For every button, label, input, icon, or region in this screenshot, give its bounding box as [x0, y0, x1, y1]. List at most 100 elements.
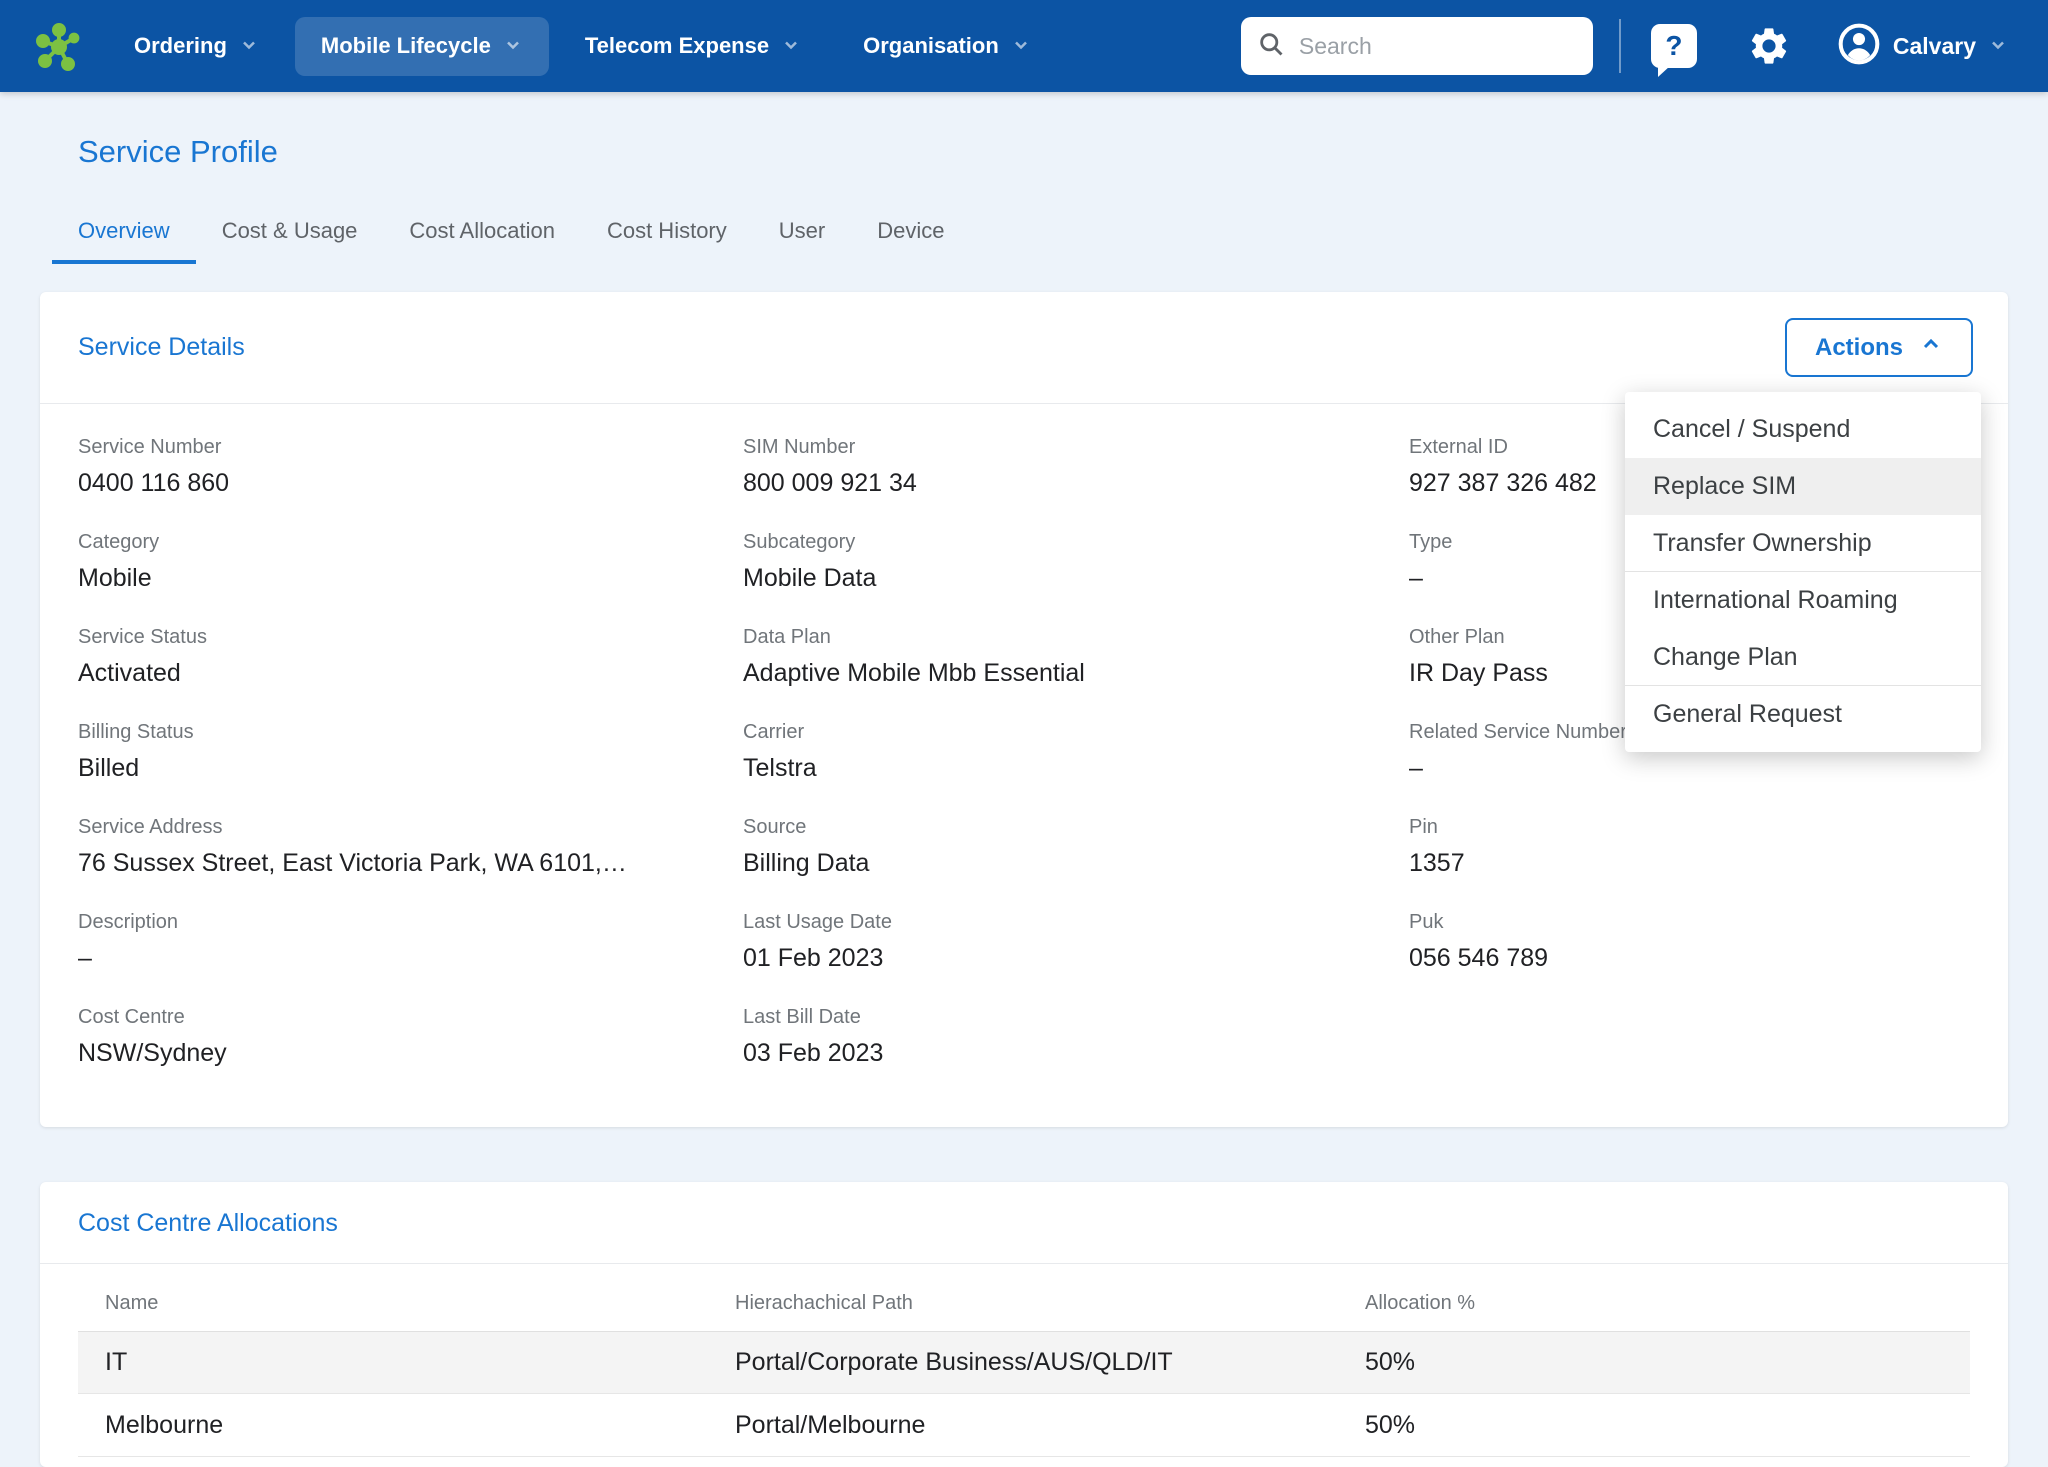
navbar-divider — [1619, 19, 1621, 73]
search-icon — [1257, 30, 1285, 63]
field-label: Last Bill Date — [743, 1006, 1409, 1029]
field-service-status: Service Status Activated — [78, 626, 743, 688]
field-value: Telstra — [743, 754, 1409, 783]
field-category: Category Mobile — [78, 531, 743, 593]
page-title: Service Profile — [78, 134, 2008, 170]
nav-item-label: Organisation — [863, 33, 999, 59]
field-value: 03 Feb 2023 — [743, 1039, 1409, 1068]
cost-centre-allocations-card: Cost Centre Allocations Name Hierachachi… — [40, 1182, 2008, 1467]
field-value: NSW/Sydney — [78, 1039, 743, 1068]
field-value: – — [78, 944, 743, 973]
main-content: Service Profile Overview Cost & Usage Co… — [0, 134, 2048, 1467]
field-label: SIM Number — [743, 436, 1409, 459]
service-details-heading: Service Details — [78, 333, 245, 362]
fields-column-1: Service Number 0400 116 860 Category Mob… — [78, 436, 743, 1101]
field-value: Mobile Data — [743, 564, 1409, 593]
tab-cost-usage[interactable]: Cost & Usage — [196, 204, 384, 264]
field-subcategory: Subcategory Mobile Data — [743, 531, 1409, 593]
field-label: Description — [78, 911, 743, 934]
column-header-allocation: Allocation % — [1365, 1292, 1970, 1315]
field-value: 1357 — [1409, 849, 1970, 878]
actions-dropdown-menu: Cancel / Suspend Replace SIM Transfer Ow… — [1625, 392, 1981, 752]
tab-cost-allocation[interactable]: Cost Allocation — [383, 204, 581, 264]
field-value: 76 Sussex Street, East Victoria Park, WA… — [78, 849, 743, 878]
nav-item-label: Mobile Lifecycle — [321, 33, 491, 59]
field-source: Source Billing Data — [743, 816, 1409, 878]
field-label: Carrier — [743, 721, 1409, 744]
allocations-table: Name Hierachachical Path Allocation % IT… — [78, 1292, 1970, 1457]
table-row[interactable]: Melbourne Portal/Melbourne 50% — [78, 1394, 1970, 1457]
field-puk: Puk 056 546 789 — [1409, 911, 1970, 973]
top-navbar: Ordering Mobile Lifecycle Telecom Expens… — [0, 0, 2048, 92]
field-value: – — [1409, 754, 1970, 783]
field-label: Subcategory — [743, 531, 1409, 554]
menu-item-replace-sim[interactable]: Replace SIM — [1625, 458, 1981, 515]
nav-item-telecom-expense[interactable]: Telecom Expense — [559, 17, 827, 76]
field-label: Category — [78, 531, 743, 554]
field-sim-number: SIM Number 800 009 921 34 — [743, 436, 1409, 498]
field-value: Billed — [78, 754, 743, 783]
nav-item-ordering[interactable]: Ordering — [108, 17, 285, 76]
menu-item-cancel-suspend[interactable]: Cancel / Suspend — [1625, 401, 1981, 458]
field-value: 01 Feb 2023 — [743, 944, 1409, 973]
nav-item-organisation[interactable]: Organisation — [837, 17, 1057, 76]
field-value: Activated — [78, 659, 743, 688]
field-value: Mobile — [78, 564, 743, 593]
field-label: Puk — [1409, 911, 1970, 934]
field-cost-centre: Cost Centre NSW/Sydney — [78, 1006, 743, 1068]
field-label: Data Plan — [743, 626, 1409, 649]
menu-item-change-plan[interactable]: Change Plan — [1625, 629, 1981, 686]
field-carrier: Carrier Telstra — [743, 721, 1409, 783]
nav-item-mobile-lifecycle[interactable]: Mobile Lifecycle — [295, 17, 549, 76]
search-box — [1241, 17, 1593, 75]
field-label: Service Number — [78, 436, 743, 459]
cell-allocation: 50% — [1365, 1348, 1970, 1377]
field-label: Service Status — [78, 626, 743, 649]
chevron-up-icon — [1919, 332, 1943, 363]
field-value: Adaptive Mobile Mbb Essential — [743, 659, 1409, 688]
field-pin: Pin 1357 — [1409, 816, 1970, 878]
field-last-usage-date: Last Usage Date 01 Feb 2023 — [743, 911, 1409, 973]
field-label: Pin — [1409, 816, 1970, 839]
account-name: Calvary — [1893, 33, 1976, 60]
chevron-down-icon — [239, 35, 259, 61]
menu-item-international-roaming[interactable]: International Roaming — [1625, 572, 1981, 629]
service-details-card: Service Details Actions Service Number 0… — [40, 292, 2008, 1127]
account-circle-icon — [1837, 22, 1881, 71]
actions-button[interactable]: Actions — [1785, 318, 1973, 377]
gear-icon[interactable] — [1747, 24, 1791, 68]
nav-item-label: Telecom Expense — [585, 33, 769, 59]
field-value: Billing Data — [743, 849, 1409, 878]
cell-path: Portal/Melbourne — [735, 1411, 1365, 1440]
field-value: 800 009 921 34 — [743, 469, 1409, 498]
field-value: 056 546 789 — [1409, 944, 1970, 973]
allocations-table-header: Name Hierachachical Path Allocation % — [78, 1292, 1970, 1331]
menu-item-general-request[interactable]: General Request — [1625, 686, 1981, 743]
allocations-heading: Cost Centre Allocations — [78, 1209, 1970, 1238]
help-icon[interactable]: ? — [1651, 24, 1697, 68]
menu-item-transfer-ownership[interactable]: Transfer Ownership — [1625, 515, 1981, 572]
account-menu[interactable]: Calvary — [1837, 22, 2008, 71]
fields-column-2: SIM Number 800 009 921 34 Subcategory Mo… — [743, 436, 1409, 1101]
tab-cost-history[interactable]: Cost History — [581, 204, 753, 264]
allocations-header: Cost Centre Allocations — [40, 1182, 2008, 1264]
column-header-path: Hierachachical Path — [735, 1292, 1365, 1315]
field-billing-status: Billing Status Billed — [78, 721, 743, 783]
primary-nav: Ordering Mobile Lifecycle Telecom Expens… — [108, 17, 1057, 76]
tab-device[interactable]: Device — [851, 204, 970, 264]
field-last-bill-date: Last Bill Date 03 Feb 2023 — [743, 1006, 1409, 1068]
chevron-down-icon — [503, 35, 523, 61]
navbar-right: ? Calvary — [1241, 17, 2008, 75]
nav-item-label: Ordering — [134, 33, 227, 59]
cell-path: Portal/Corporate Business/AUS/QLD/IT — [735, 1348, 1365, 1377]
chevron-down-icon — [1988, 35, 2008, 60]
molecule-logo-icon[interactable] — [36, 21, 82, 71]
tab-overview[interactable]: Overview — [52, 204, 196, 264]
tab-bar: Overview Cost & Usage Cost Allocation Co… — [52, 204, 2008, 264]
table-row[interactable]: IT Portal/Corporate Business/AUS/QLD/IT … — [78, 1331, 1970, 1394]
service-details-header: Service Details Actions — [40, 292, 2008, 404]
tab-user[interactable]: User — [753, 204, 851, 264]
search-input[interactable] — [1297, 32, 1577, 61]
field-service-address: Service Address 76 Sussex Street, East V… — [78, 816, 743, 878]
field-data-plan: Data Plan Adaptive Mobile Mbb Essential — [743, 626, 1409, 688]
